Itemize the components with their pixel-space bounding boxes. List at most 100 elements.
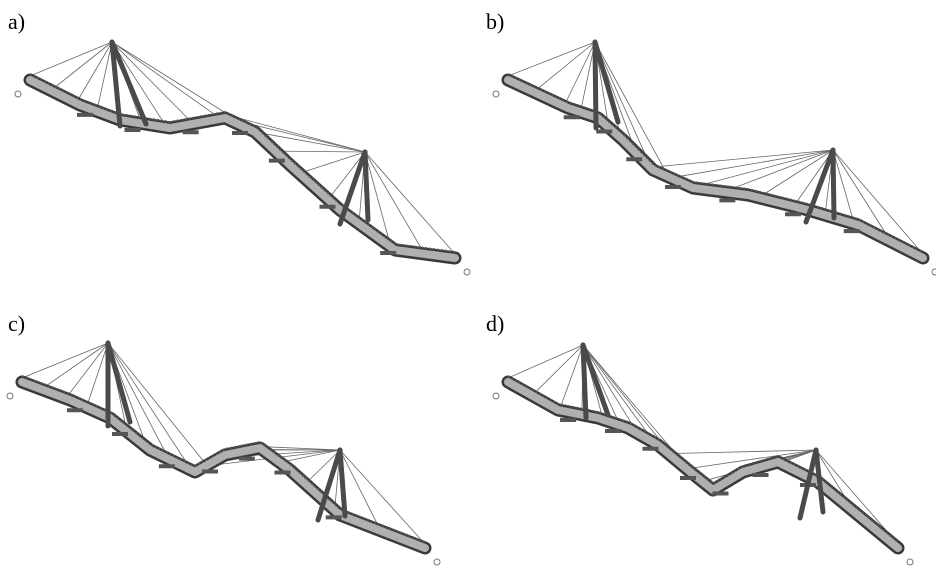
cable bbox=[565, 41, 596, 104]
pylon bbox=[797, 447, 819, 521]
railing bbox=[507, 375, 899, 543]
cable bbox=[87, 342, 109, 405]
cable bbox=[534, 344, 584, 394]
cable bbox=[795, 149, 834, 204]
panel-label: a) bbox=[8, 9, 25, 34]
support bbox=[665, 185, 681, 189]
bridge bbox=[6, 340, 441, 566]
support bbox=[238, 456, 255, 461]
support bbox=[77, 112, 93, 117]
bridge bbox=[14, 39, 471, 276]
cable bbox=[111, 41, 165, 124]
cable bbox=[832, 149, 888, 237]
pylon bbox=[315, 447, 343, 523]
deck bbox=[26, 76, 459, 262]
anchor bbox=[463, 268, 471, 276]
cable bbox=[364, 151, 456, 255]
cable bbox=[690, 449, 817, 469]
support bbox=[202, 469, 218, 474]
pylon bbox=[337, 447, 348, 519]
deck bbox=[18, 378, 429, 552]
pylon bbox=[830, 147, 837, 221]
cable bbox=[111, 41, 191, 121]
cable bbox=[260, 132, 366, 153]
support bbox=[785, 212, 801, 217]
pylon bbox=[592, 39, 621, 125]
cable bbox=[582, 344, 683, 462]
cable bbox=[339, 449, 426, 545]
support bbox=[680, 476, 696, 480]
cable bbox=[676, 149, 834, 178]
anchor bbox=[906, 558, 914, 566]
support bbox=[67, 408, 83, 413]
support bbox=[325, 515, 342, 520]
support bbox=[268, 158, 285, 163]
support bbox=[560, 418, 576, 422]
cable bbox=[107, 342, 189, 465]
cable bbox=[44, 342, 109, 387]
support bbox=[182, 130, 199, 135]
support bbox=[605, 429, 621, 433]
cable bbox=[107, 342, 205, 463]
support bbox=[626, 157, 643, 162]
pylon bbox=[105, 340, 133, 425]
pylon bbox=[803, 147, 836, 225]
anchor bbox=[492, 90, 500, 98]
cable bbox=[654, 149, 834, 168]
support bbox=[563, 115, 580, 120]
support bbox=[642, 446, 659, 451]
cable bbox=[283, 449, 341, 462]
cable bbox=[242, 122, 366, 153]
cable bbox=[594, 41, 649, 162]
anchor bbox=[492, 392, 500, 400]
cable bbox=[111, 41, 235, 119]
panel-label: b) bbox=[486, 9, 504, 34]
cable bbox=[582, 344, 667, 448]
support bbox=[712, 491, 729, 496]
support bbox=[380, 251, 397, 255]
cable bbox=[329, 151, 366, 198]
cable bbox=[582, 344, 635, 428]
support bbox=[843, 229, 860, 234]
cable bbox=[762, 149, 834, 196]
cable bbox=[364, 151, 390, 243]
cable bbox=[21, 342, 109, 379]
bridge bbox=[492, 342, 914, 566]
support bbox=[274, 470, 291, 475]
cable bbox=[672, 449, 817, 454]
cable bbox=[701, 149, 834, 186]
pylon bbox=[813, 447, 826, 515]
anchor bbox=[14, 90, 22, 98]
support bbox=[596, 129, 613, 134]
support bbox=[158, 464, 175, 469]
cable bbox=[29, 41, 113, 77]
cable bbox=[507, 344, 584, 379]
cable bbox=[594, 41, 667, 172]
pylon bbox=[592, 39, 599, 131]
cable bbox=[67, 342, 109, 396]
support bbox=[232, 131, 248, 135]
support bbox=[752, 473, 769, 477]
pylon bbox=[580, 342, 589, 421]
railing bbox=[29, 73, 456, 253]
cable bbox=[267, 449, 341, 451]
cable bbox=[226, 114, 366, 153]
cable bbox=[364, 151, 423, 250]
railing bbox=[21, 375, 426, 543]
cable bbox=[832, 149, 924, 255]
bridge bbox=[492, 39, 936, 276]
anchor bbox=[931, 268, 936, 276]
cable bbox=[53, 41, 113, 89]
pylon bbox=[109, 39, 149, 127]
cable bbox=[731, 149, 834, 190]
cable bbox=[832, 149, 854, 220]
cable bbox=[279, 150, 366, 153]
anchor bbox=[6, 392, 14, 400]
panel-label: d) bbox=[486, 311, 504, 336]
support bbox=[112, 432, 128, 436]
cable bbox=[582, 344, 651, 437]
cable bbox=[307, 449, 341, 483]
pylon bbox=[362, 149, 371, 223]
